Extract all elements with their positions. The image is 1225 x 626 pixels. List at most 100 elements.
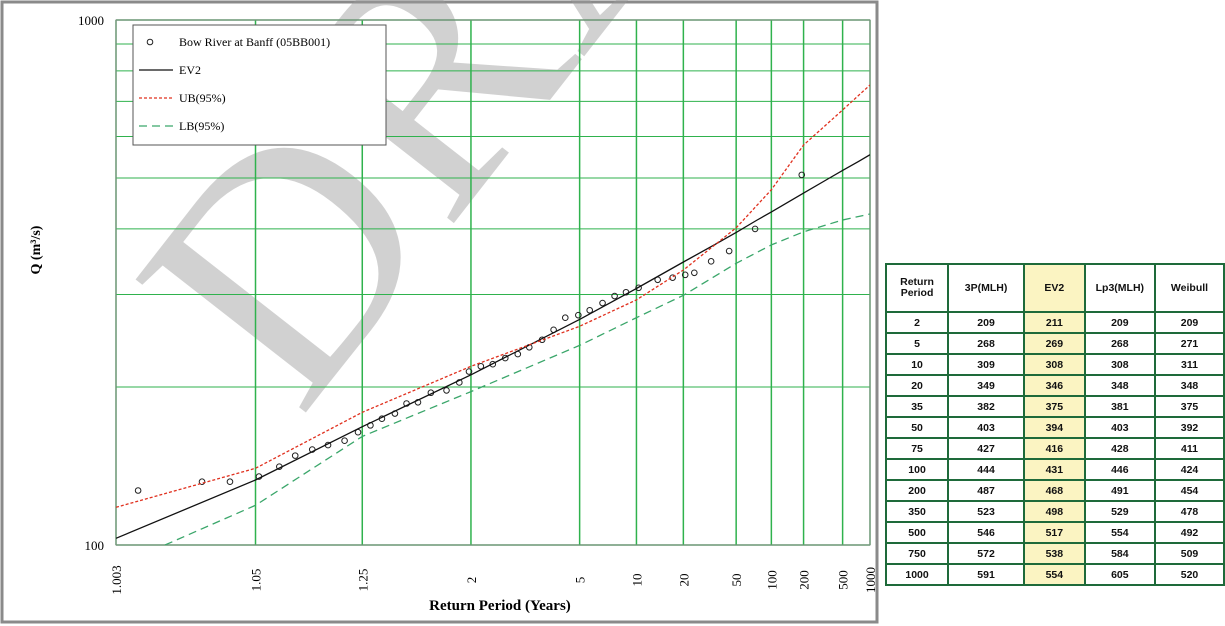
table-cell: 209 — [1154, 311, 1225, 334]
data-point — [226, 478, 234, 485]
table-cell: 584 — [1083, 542, 1157, 565]
table-cell: 492 — [1154, 521, 1225, 544]
table-row: 10 309 308 308 311 — [884, 353, 1225, 376]
table-row: 1000 591 554 605 520 — [884, 563, 1225, 586]
table-cell: 346 — [1023, 374, 1086, 397]
table-cell: 529 — [1083, 500, 1157, 523]
legend-label: EV2 — [179, 63, 201, 77]
table-cell: 444 — [947, 458, 1026, 481]
table-cell: 520 — [1154, 563, 1225, 586]
table-cell: 554 — [1083, 521, 1157, 544]
table-cell: 454 — [1154, 479, 1225, 502]
x-tick-label: 1.05 — [249, 569, 264, 592]
data-point — [134, 487, 142, 494]
table-cell: 427 — [947, 437, 1026, 460]
table-row: 20 349 346 348 348 — [884, 374, 1225, 397]
data-point — [586, 306, 594, 314]
x-tick-label: 10 — [629, 574, 644, 587]
table-row-label: 20 — [884, 374, 950, 397]
table-cell: 523 — [947, 500, 1026, 523]
table-row: 200 487 468 491 454 — [884, 479, 1225, 502]
table-header-cell: EV2 — [1023, 263, 1086, 313]
legend-label: Bow River at Banff (05BB001) — [179, 35, 330, 49]
y-tick-label: 100 — [85, 538, 105, 553]
table-cell: 478 — [1154, 500, 1225, 523]
table-cell: 605 — [1083, 563, 1157, 586]
table-row-label: 50 — [884, 416, 950, 439]
table-cell: 382 — [947, 395, 1026, 418]
table-cell: 211 — [1023, 311, 1086, 334]
table-row: 350 523 498 529 478 — [884, 500, 1225, 523]
table-cell: 308 — [1023, 353, 1086, 376]
table-cell: 572 — [947, 542, 1026, 565]
table-cell: 487 — [947, 479, 1026, 502]
results-table: Return Period 3P(MLH) EV2 Lp3(MLH) Weibull 2 2… — [884, 263, 1225, 586]
table-cell: 546 — [947, 521, 1026, 544]
chart: Q (m³/s) Return Period (Years) DRAFT1001… — [0, 0, 879, 624]
data-point — [456, 379, 463, 386]
table-cell: 348 — [1154, 374, 1225, 397]
data-point — [798, 171, 806, 179]
table-cell: 491 — [1083, 479, 1157, 502]
table-cell: 403 — [947, 416, 1026, 439]
table-cell: 269 — [1023, 332, 1086, 355]
data-point — [691, 269, 698, 277]
table-row-label: 35 — [884, 395, 950, 418]
table-cell: 209 — [1083, 311, 1157, 334]
table-row: 75 427 416 428 411 — [884, 437, 1225, 460]
data-point — [669, 274, 676, 281]
table-cell: 349 — [947, 374, 1026, 397]
table-cell: 446 — [1083, 458, 1157, 481]
table-cell: 268 — [947, 332, 1026, 355]
table-cell: 375 — [1154, 395, 1225, 418]
data-point — [403, 400, 410, 407]
table-row: 750 572 538 584 509 — [884, 542, 1225, 565]
x-axis-title: Return Period (Years) — [429, 598, 571, 614]
table-cell: 403 — [1083, 416, 1157, 439]
data-point — [751, 225, 759, 233]
data-point — [681, 271, 689, 279]
table-cell: 394 — [1023, 416, 1086, 439]
x-tick-label: 50 — [729, 574, 744, 587]
table-cell: 468 — [1023, 479, 1086, 502]
x-tick-label: 20 — [676, 574, 691, 587]
table-cell: 431 — [1023, 458, 1086, 481]
table-row: 500 546 517 554 492 — [884, 521, 1225, 544]
x-tick-label: 500 — [836, 570, 851, 590]
table-cell: 591 — [947, 563, 1026, 586]
table-cell: 268 — [1083, 332, 1157, 355]
x-tick-label: 1.003 — [109, 565, 124, 594]
table-row: 5 268 269 268 271 — [884, 332, 1225, 355]
table-cell: 554 — [1023, 563, 1086, 586]
x-tick-label: 2 — [464, 577, 479, 584]
data-point — [611, 292, 618, 300]
y-axis-title: Q (m³/s) — [29, 225, 44, 274]
data-point — [465, 368, 473, 375]
data-point — [707, 258, 715, 265]
data-point — [725, 247, 733, 255]
table-cell: 428 — [1083, 437, 1157, 460]
table-row-label: 5 — [884, 332, 950, 355]
table-cell: 509 — [1154, 542, 1225, 565]
table-row: 2 209 211 209 209 — [884, 311, 1225, 334]
table-header-cell: Lp3(MLH) — [1083, 263, 1157, 313]
legend-marker — [146, 38, 154, 46]
table-cell: 309 — [947, 353, 1026, 376]
table-cell: 209 — [947, 311, 1026, 334]
table-row-label: 500 — [884, 521, 950, 544]
table-header-cell: Weibull — [1154, 263, 1225, 313]
data-point — [341, 437, 348, 445]
x-tick-label: 1.25 — [355, 569, 370, 592]
x-tick-label: 200 — [797, 570, 812, 590]
table-row-label: 200 — [884, 479, 950, 502]
legend-box — [132, 24, 387, 146]
table-row: 50 403 394 403 392 — [884, 416, 1225, 439]
table-cell: 311 — [1154, 353, 1225, 376]
x-tick-label: 1000 — [863, 567, 878, 593]
data-point — [561, 314, 569, 321]
table-row-label: 350 — [884, 500, 950, 523]
table-cell: 424 — [1154, 458, 1225, 481]
series-line — [116, 84, 870, 508]
table-row: 100 444 431 446 424 — [884, 458, 1225, 481]
